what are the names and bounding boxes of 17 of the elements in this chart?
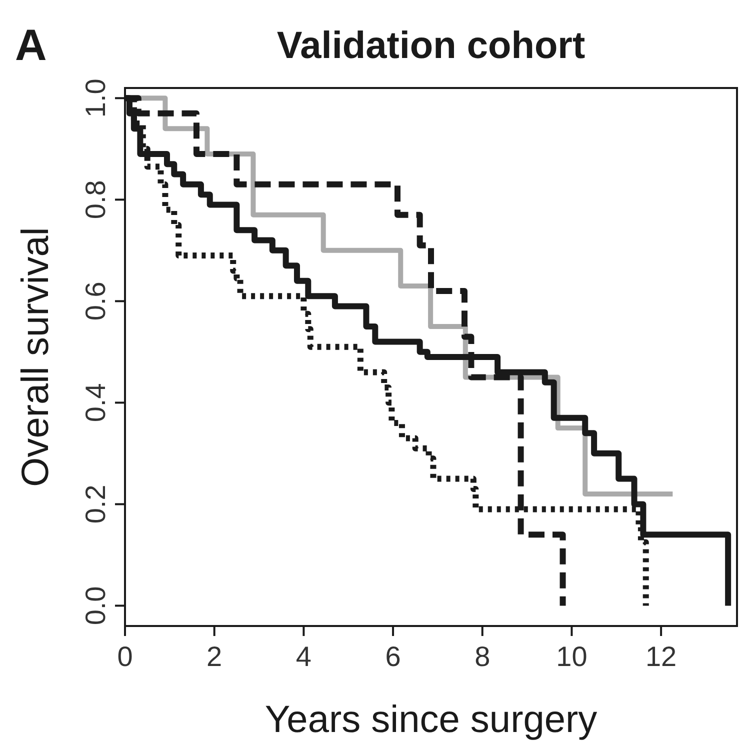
x-tick-label: 6	[385, 641, 401, 672]
x-tick-label: 8	[474, 641, 490, 672]
x-axis-title: Years since surgery	[264, 699, 598, 741]
y-tick-label: 0.0	[80, 586, 111, 626]
y-tick-label: 0.8	[80, 180, 111, 220]
chart-title: Validation cohort	[276, 25, 586, 67]
text: A	[15, 21, 47, 70]
x-tick-label: 10	[556, 641, 588, 672]
y-tick-label: 1.0	[80, 78, 111, 118]
y-axis-title: Overall survival	[15, 227, 57, 487]
y-tick-label: 0.2	[80, 484, 111, 524]
x-tick-label: 12	[645, 641, 677, 672]
y-tick-label: 0.6	[80, 282, 111, 321]
x-tick-label: 0	[117, 641, 133, 672]
x-tick-label: 4	[296, 641, 312, 672]
y-tick-label: 0.4	[80, 383, 111, 422]
x-tick-label: 2	[206, 641, 222, 672]
